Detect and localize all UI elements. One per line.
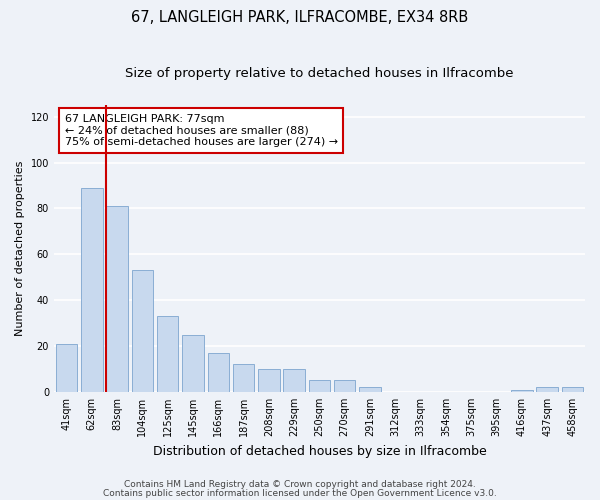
Bar — [106, 206, 128, 392]
Title: Size of property relative to detached houses in Ilfracombe: Size of property relative to detached ho… — [125, 68, 514, 80]
Text: Contains HM Land Registry data © Crown copyright and database right 2024.: Contains HM Land Registry data © Crown c… — [124, 480, 476, 489]
Bar — [182, 334, 204, 392]
Text: 67, LANGLEIGH PARK, ILFRACOMBE, EX34 8RB: 67, LANGLEIGH PARK, ILFRACOMBE, EX34 8RB — [131, 10, 469, 25]
Bar — [283, 369, 305, 392]
Bar — [536, 388, 558, 392]
Bar — [233, 364, 254, 392]
Bar — [334, 380, 355, 392]
Bar — [81, 188, 103, 392]
Bar — [56, 344, 77, 392]
Bar — [309, 380, 330, 392]
Bar — [511, 390, 533, 392]
Bar — [208, 353, 229, 392]
Y-axis label: Number of detached properties: Number of detached properties — [15, 161, 25, 336]
Text: 67 LANGLEIGH PARK: 77sqm
← 24% of detached houses are smaller (88)
75% of semi-d: 67 LANGLEIGH PARK: 77sqm ← 24% of detach… — [65, 114, 338, 147]
Bar — [258, 369, 280, 392]
Text: Contains public sector information licensed under the Open Government Licence v3: Contains public sector information licen… — [103, 489, 497, 498]
Bar — [359, 388, 381, 392]
Bar — [131, 270, 153, 392]
X-axis label: Distribution of detached houses by size in Ilfracombe: Distribution of detached houses by size … — [152, 444, 487, 458]
Bar — [157, 316, 178, 392]
Bar — [562, 388, 583, 392]
